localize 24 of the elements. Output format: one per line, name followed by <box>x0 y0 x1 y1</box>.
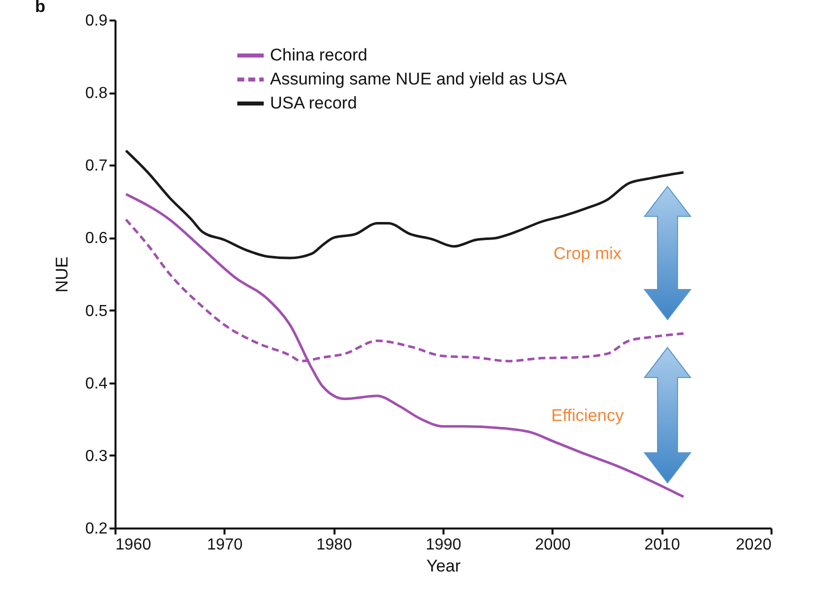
y-tick-label: 0.2 <box>85 520 108 538</box>
x-tick-label: 2000 <box>535 536 571 554</box>
legend-label: Assuming same NUE and yield as USA <box>270 70 568 88</box>
annotation: Efficiency <box>551 406 624 426</box>
y-tick-label: 0.6 <box>85 230 108 248</box>
y-tick-label: 0.4 <box>85 375 108 392</box>
line-series <box>124 192 685 498</box>
y-tick-label: 0.3 <box>85 448 108 465</box>
y-tick-label: 0.9 <box>85 12 108 30</box>
x-tick-label: 2020 <box>736 536 772 554</box>
x-axis-title: Year <box>426 556 462 576</box>
y-tick-label: 0.5 <box>85 302 108 320</box>
legend-label: USA record <box>270 94 357 112</box>
y-tick-label: 0.8 <box>85 85 108 102</box>
x-tick-label: 1980 <box>316 536 352 554</box>
x-tick-label: 1970 <box>207 536 243 554</box>
x-tick-label: 1960 <box>116 536 152 554</box>
y-axis-title: NUE <box>52 256 72 292</box>
annotation: Crop mix <box>554 244 622 263</box>
x-tick-label: 2010 <box>644 536 680 554</box>
x-tick-label: 1990 <box>426 536 462 554</box>
legend-label: China record <box>270 46 368 64</box>
chart-title: b <box>35 0 46 16</box>
y-tick-label: 0.7 <box>85 158 108 175</box>
